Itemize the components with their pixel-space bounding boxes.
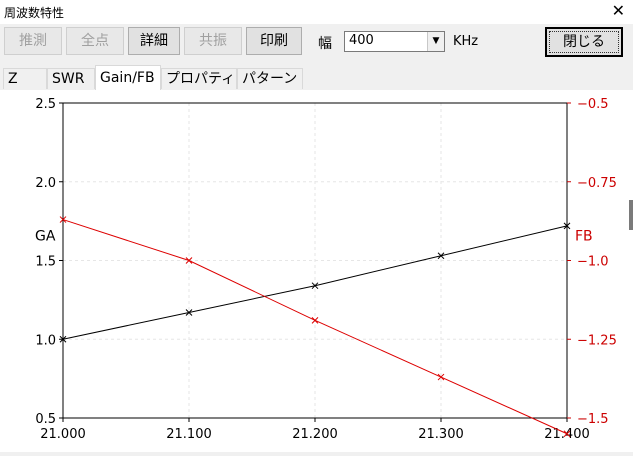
series-2-point (59, 216, 67, 223)
y-right-tick-label: −1.25 (577, 333, 617, 348)
close-button[interactable]: 閉じる (545, 27, 623, 57)
series-2-point (311, 316, 319, 324)
resonance-button[interactable]: 共振 (184, 27, 242, 55)
estimate-button[interactable]: 推測 (4, 27, 62, 55)
series-1-point (563, 222, 571, 230)
series-1-point (59, 335, 67, 343)
y-right-tick-label: −0.75 (577, 176, 617, 191)
close-icon[interactable]: ✕ (611, 1, 625, 20)
y-left-tick-label: 1.5 (35, 255, 56, 270)
details-button[interactable]: 詳細 (128, 27, 180, 55)
y-left-tick-label: 0.5 (35, 412, 56, 427)
tab-properties[interactable]: プロパティ (161, 68, 237, 89)
series-1-point (311, 282, 319, 290)
y-right-tick-label: −0.5 (577, 97, 609, 112)
series-1-point (437, 252, 445, 260)
tab-swr[interactable]: SWR (47, 68, 95, 89)
y-right-axis-label: FB (575, 229, 593, 245)
series-2-point (563, 430, 571, 438)
tab-pattern[interactable]: パターン (237, 68, 303, 89)
y-left-tick-label: 1.0 (35, 333, 56, 348)
print-button[interactable]: 印刷 (246, 27, 302, 55)
gain-fb-chart: 2.52.01.51.00.5−0.5−0.75−1.0−1.25−1.521.… (35, 97, 617, 442)
x-tick-label: 21.300 (418, 427, 464, 442)
unit-label: KHz (453, 34, 479, 49)
all-points-button[interactable]: 全点 (66, 27, 124, 55)
y-right-tick-label: −1.0 (577, 255, 609, 270)
series-2-point (437, 373, 445, 381)
x-tick-label: 21.100 (166, 427, 212, 442)
tab-z[interactable]: Z (3, 68, 47, 89)
y-left-tick-label: 2.5 (35, 97, 56, 112)
width-select[interactable]: 400 ▼ (344, 31, 445, 52)
y-left-axis-label: GA (35, 229, 56, 245)
chart-panel: 2.5 2.0 1.5 1.0 0.5 −0.5 −0.75 −1.0 −1.25 −1.5 21.… (0, 90, 633, 452)
chevron-down-icon[interactable]: ▼ (427, 32, 444, 51)
title-bar: 周波数特性 ✕ (0, 0, 633, 24)
close-button-label: 閉じる (549, 31, 619, 53)
tab-gain-fb[interactable]: Gain/FB (95, 65, 161, 91)
width-label: 幅 (318, 36, 332, 52)
toolbar: 推測 全点 詳細 共振 印刷 幅 400 ▼ KHz (0, 24, 633, 62)
x-tick-label: 21.400 (544, 427, 590, 442)
resize-handle[interactable] (629, 200, 633, 230)
width-select-value: 400 (349, 33, 374, 48)
y-left-tick-label: 2.0 (35, 176, 56, 191)
series-2-point (185, 257, 193, 264)
x-tick-label: 21.200 (292, 427, 338, 442)
window-title: 周波数特性 (4, 6, 65, 20)
series-1-point (185, 309, 193, 316)
x-tick-label: 21.000 (40, 427, 86, 442)
tab-bar: Z SWR Gain/FB プロパティ パターン (0, 64, 633, 91)
y-right-tick-label: −1.5 (577, 412, 609, 427)
